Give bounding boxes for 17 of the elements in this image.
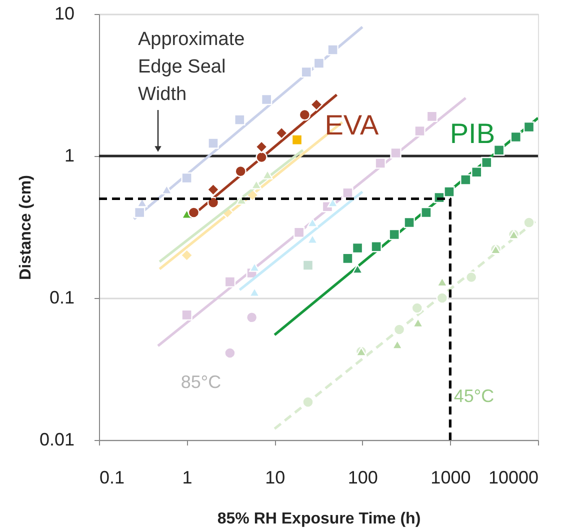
ref-line-label: Approximate Edge Seal Width — [138, 29, 245, 105]
y-tick-label: 0.01 — [39, 430, 74, 450]
annotation: 85°C — [180, 372, 222, 392]
x-tick-label: 10000 — [488, 468, 538, 488]
annotation: 45°C — [454, 386, 494, 406]
x-axis-title: 85% RH Exposure Time (h) — [217, 510, 421, 528]
series-label: PIB — [450, 118, 495, 150]
x-tick-label: 1 — [182, 468, 192, 488]
x-tick-label: 1000 — [430, 468, 471, 488]
series-label: EVA — [324, 110, 379, 141]
x-tick-label: 10 — [265, 468, 286, 488]
y-axis-title: Distance (cm) — [17, 175, 34, 280]
x-tick-label: 100 — [348, 468, 378, 488]
x-tick-label: 0.1 — [100, 468, 125, 488]
y-tick-label: 1 — [64, 146, 74, 166]
y-tick-label: 0.1 — [49, 288, 74, 308]
y-tick-label: 10 — [54, 4, 74, 24]
